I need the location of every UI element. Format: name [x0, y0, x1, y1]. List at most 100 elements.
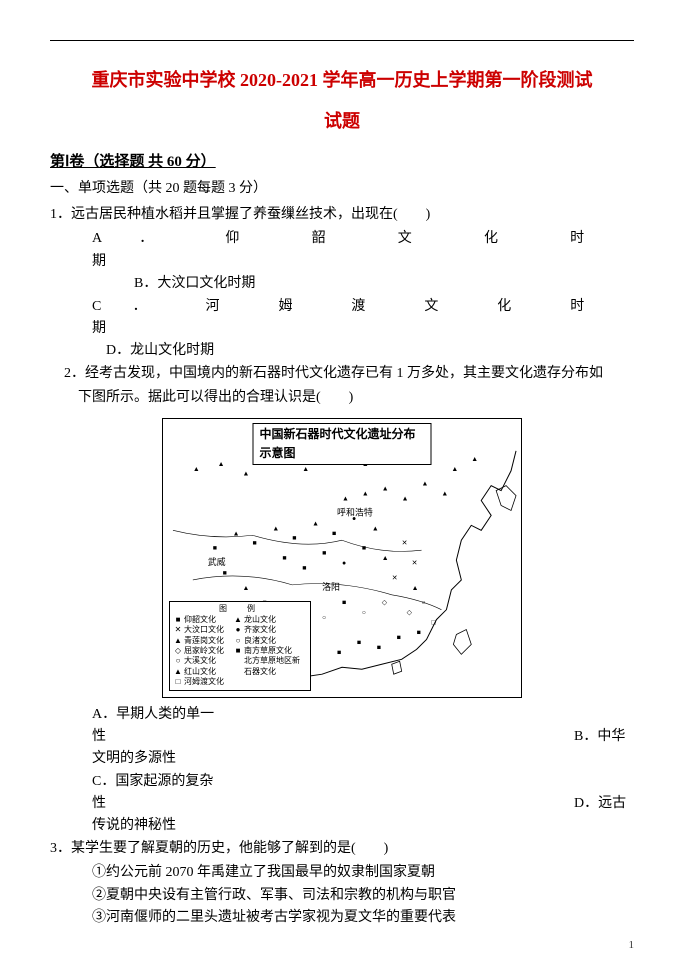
- svg-text:▲: ▲: [382, 484, 389, 492]
- legend-item: ■仰韶文化: [174, 615, 228, 625]
- q1-optA-c6: 时: [570, 231, 584, 246]
- svg-text:▲: ▲: [312, 519, 319, 527]
- legend-item: 石器文化: [234, 667, 288, 677]
- svg-text:▲: ▲: [233, 529, 240, 537]
- svg-text:●: ●: [342, 559, 346, 567]
- q1-stem: 1．远古居民种植水稻并且掌握了养蚕缫丝技术，出现在( ): [50, 204, 634, 226]
- legend-marker-icon: ●: [234, 625, 242, 635]
- legend-text: 龙山文化: [244, 615, 276, 625]
- svg-text:▲: ▲: [441, 489, 448, 497]
- svg-text:■: ■: [332, 529, 336, 537]
- map-label-luoyang: 洛阳: [322, 580, 340, 591]
- svg-text:▲: ▲: [218, 459, 225, 467]
- q1-optA-tail: 期: [50, 251, 634, 273]
- q3-l2: ②夏朝中央设有主管行政、军事、司法和宗教的机构与职官: [50, 885, 634, 907]
- svg-text:▲: ▲: [471, 454, 478, 462]
- legend-title: 图 例: [174, 604, 306, 614]
- legend-text: 仰韶文化: [184, 615, 216, 625]
- svg-text:▲: ▲: [372, 524, 379, 532]
- q1-optA-c5: 化: [484, 231, 532, 246]
- legend-text: 青莲岗文化: [184, 636, 224, 646]
- svg-text:■: ■: [362, 544, 366, 552]
- map-legend: 图 例 ■仰韶文化▲龙山文化✕大汶口文化●齐家文化▲青莲岗文化○良渚文化◇屈家岭…: [169, 601, 311, 690]
- svg-text:■: ■: [253, 539, 257, 547]
- q1-optA-c3: 韶: [312, 231, 360, 246]
- legend-item: ◇屈家岭文化: [174, 646, 228, 656]
- svg-text:▲: ▲: [302, 464, 309, 472]
- svg-text:▲: ▲: [362, 489, 369, 497]
- section-header: 第Ⅰ卷（选择题 共 60 分）: [50, 150, 634, 174]
- legend-row: ○大溪文化北方草原地区新: [174, 656, 306, 666]
- legend-item: □河姆渡文化: [174, 677, 228, 687]
- legend-text: 石器文化: [244, 667, 276, 677]
- map-label-hhht: 呼和浩特: [337, 506, 373, 517]
- q3-l3: ③河南偃师的二里头遗址被考古学家视为夏文华的重要代表: [50, 907, 634, 929]
- q1-optC-c0: C: [92, 299, 101, 314]
- svg-text:■: ■: [377, 643, 381, 651]
- legend-marker-icon: ▲: [174, 667, 182, 677]
- legend-item: ■南方草原文化: [234, 646, 292, 656]
- sub-header: 一、单项选题（共 20 题每题 3 分）: [50, 178, 634, 200]
- legend-marker-icon: ○: [234, 636, 242, 646]
- svg-text:▲: ▲: [342, 494, 349, 502]
- svg-text:▲: ▲: [382, 554, 389, 562]
- legend-row: □河姆渡文化: [174, 677, 306, 687]
- q2-stem2: 下图所示。据此可以得出的合理认识是( ): [50, 387, 634, 409]
- q1-optC-c4: 渡: [351, 299, 393, 314]
- legend-text: 良渚文化: [244, 636, 276, 646]
- legend-marker-icon: ■: [234, 646, 242, 656]
- q2-stem1: 2．经考古发现，中国境内的新石器时代文化遗存已有 1 万多处，其主要文化遗存分布…: [50, 363, 634, 385]
- q1-optC-c5: 文: [424, 299, 466, 314]
- svg-text:✕: ✕: [392, 573, 398, 581]
- legend-row: ■仰韶文化▲龙山文化: [174, 615, 306, 625]
- svg-text:■: ■: [417, 628, 421, 636]
- legend-item: ▲红山文化: [174, 667, 228, 677]
- map-figure: 中国新石器时代文化遗址分布示意图 ■▲■ ▲■▲ ■●▲ ▲▲▲ ▲▲▲ ■■■…: [162, 418, 522, 698]
- svg-text:▲: ▲: [243, 469, 250, 477]
- q2-optD2: 传说的神秘性: [50, 815, 634, 837]
- legend-item: ○良渚文化: [234, 636, 288, 646]
- svg-text:▲: ▲: [243, 583, 250, 591]
- legend-marker-icon: ▲: [174, 636, 182, 646]
- svg-text:■: ■: [337, 648, 341, 656]
- legend-text: 大汶口文化: [184, 625, 224, 635]
- legend-row: ▲青莲岗文化 ○良渚文化: [174, 636, 306, 646]
- q2-optA1: A．早期人类的单一: [50, 704, 634, 726]
- q1-optD: D．龙山文化时期: [50, 340, 634, 362]
- q2-optD: D．远古: [574, 793, 634, 815]
- svg-text:○: ○: [322, 613, 326, 621]
- svg-text:■: ■: [397, 633, 401, 641]
- q2-optB: B．中华: [574, 726, 634, 748]
- top-rule: [50, 40, 634, 41]
- q3-stem: 3．某学生要了解夏朝的历史，他能够了解到的是( ): [50, 838, 634, 860]
- q1-optA-c0: A: [92, 231, 101, 246]
- svg-text:◇: ◇: [407, 608, 413, 616]
- svg-text:■: ■: [322, 549, 326, 557]
- q1-optC-c3: 姆: [278, 299, 320, 314]
- q1-optC-c1: ．: [133, 299, 175, 314]
- q3-l1: ①约公元前 2070 年禹建立了我国最早的奴隶制国家夏朝: [50, 862, 634, 884]
- q2-optA2: 性: [92, 726, 574, 748]
- legend-text: 南方草原文化: [244, 646, 292, 656]
- q2-optC1: C．国家起源的复杂: [50, 771, 634, 793]
- q1-optA-c4: 文: [398, 231, 446, 246]
- legend-item: 北方草原地区新: [234, 656, 300, 666]
- page-number: 1: [629, 937, 635, 955]
- legend-item: ✕大汶口文化: [174, 625, 228, 635]
- q1-optC-c7: 时: [570, 299, 584, 314]
- q1-optA-row: A ． 仰 韶 文 化 时: [50, 228, 634, 250]
- legend-text: 北方草原地区新: [244, 656, 300, 666]
- legend-item: ▲青莲岗文化: [174, 636, 228, 646]
- svg-text:▲: ▲: [422, 479, 429, 487]
- exam-title-line2: 试题: [50, 107, 634, 136]
- legend-row: ✕大汶口文化●齐家文化: [174, 625, 306, 635]
- svg-text:■: ■: [292, 534, 296, 542]
- q2-optC2-row: 性 D．远古: [50, 793, 634, 815]
- svg-text:◇: ◇: [382, 598, 388, 606]
- q1-optA-c1: ．: [139, 231, 187, 246]
- legend-row: ◇屈家岭文化 ■南方草原文化: [174, 646, 306, 656]
- map-label-wuwei: 武威: [208, 556, 226, 567]
- q1-optA-c2: 仰: [225, 231, 273, 246]
- legend-row: ▲红山文化 石器文化: [174, 667, 306, 677]
- legend-marker-icon: □: [174, 677, 182, 687]
